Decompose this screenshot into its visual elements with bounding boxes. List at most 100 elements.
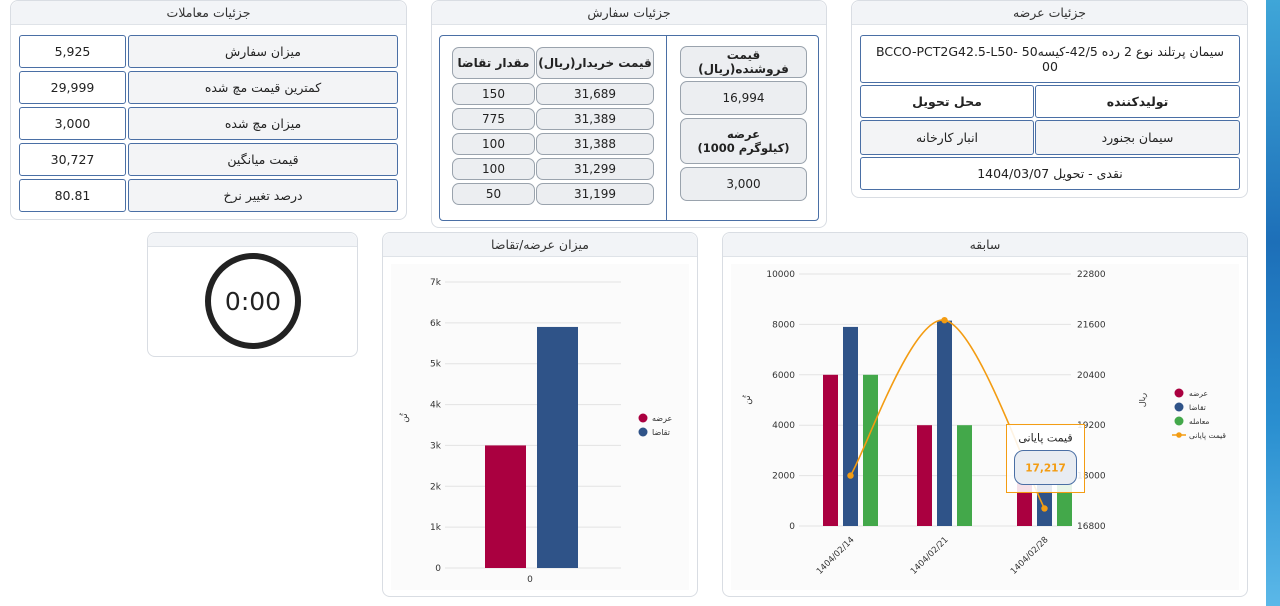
tx-label: قیمت میانگین xyxy=(128,143,398,176)
location-header: محل تحویل xyxy=(860,85,1034,118)
order-qty: 775 xyxy=(452,108,535,130)
legend-label: عرضه xyxy=(652,414,672,423)
left-tick-label: 4000 xyxy=(772,421,795,431)
timer-value: 0:00 xyxy=(224,286,282,316)
timer-card: 0:00 xyxy=(147,232,358,357)
legend-marker xyxy=(1174,402,1184,412)
order-price: 31,689 xyxy=(536,83,654,105)
order-price: 31,388 xyxy=(536,133,654,155)
order-qty: 100 xyxy=(452,158,535,180)
order-price: 31,199 xyxy=(536,183,654,205)
sell-price-value: 16,994 xyxy=(680,81,807,115)
producer-header: تولیدکننده xyxy=(1035,85,1240,118)
bar-trade xyxy=(863,374,878,526)
right-tick-label: 22800 xyxy=(1077,270,1106,280)
y-tick-label: 5k xyxy=(430,360,442,370)
bar-demand xyxy=(537,326,578,568)
transactions-title: جزئیات معاملات xyxy=(11,1,406,25)
sell-price-header: قیمت فروشنده(ریال) xyxy=(680,46,807,78)
bar-supply xyxy=(485,445,526,568)
order-price: 31,389 xyxy=(536,108,654,130)
tx-value: 5,925 xyxy=(19,35,126,68)
y-tick-label: 1k xyxy=(430,523,442,533)
legend-marker xyxy=(1174,416,1184,426)
left-tick-label: 10000 xyxy=(766,270,795,280)
history-chart: 0 2000 4000 6000 8000 10000 16800 18000 19200 204… xyxy=(731,264,1239,590)
product-name: سیمان پرتلند نوع 2 رده 42/5-کیسه50 -BCCO… xyxy=(860,35,1240,83)
legend-marker xyxy=(1176,432,1182,438)
tooltip-value-box xyxy=(1014,449,1077,485)
bar-trade xyxy=(957,425,972,526)
y-tick-label: 0 xyxy=(435,564,441,574)
right-axis-label: ریال xyxy=(1138,393,1147,407)
right-tick-label: 18000 xyxy=(1077,472,1106,482)
right-tick-label: 21600 xyxy=(1077,320,1106,330)
y-tick-label: 6k xyxy=(430,319,442,329)
order-qty: 50 xyxy=(452,183,535,205)
transactions-card: جزئیات معاملات 5,925 میزان سفارش 29,999 کمت… xyxy=(10,0,407,220)
bar-supply xyxy=(823,374,838,526)
tx-label: کمترین قیمت مچ شده xyxy=(128,71,398,104)
location-value: انبار کارخانه xyxy=(860,120,1034,155)
supply-header: عرضه (1000 کیلوگرم) xyxy=(680,118,807,164)
right-tick-label: 20400 xyxy=(1077,371,1106,381)
demand-qty-header: مقدار تقاضا xyxy=(452,47,535,79)
timer-ring: 0:00 xyxy=(205,253,301,349)
order-qty: 100 xyxy=(452,133,535,155)
producer-value: سیمان بجنورد xyxy=(1035,120,1240,155)
y-tick-label: 2k xyxy=(430,482,442,492)
order-frame xyxy=(439,35,819,221)
y-tick-label: 7k xyxy=(430,278,442,288)
legend-label: عرضه xyxy=(1189,389,1208,398)
left-tick-label: 8000 xyxy=(772,320,795,330)
legend-marker xyxy=(1174,388,1184,398)
tx-value: 80.81 xyxy=(19,179,126,212)
tx-label: میزان سفارش xyxy=(128,35,398,68)
tx-value: 30,727 xyxy=(19,143,126,176)
legend-label: قیمت پایانی xyxy=(1189,431,1226,440)
order-divider xyxy=(666,36,667,220)
tx-label: میزان مچ شده xyxy=(128,107,398,140)
tx-value: 29,999 xyxy=(19,71,126,104)
right-tick-label: 19200 xyxy=(1077,421,1106,431)
legend-label: تقاضا xyxy=(652,428,670,437)
history-card: سابقه 0 2000 4000 6000 8000 10000 16800 18000 19… xyxy=(722,232,1248,597)
legend-marker xyxy=(638,413,648,423)
price-point xyxy=(1041,505,1048,512)
window-edge xyxy=(1266,0,1280,606)
bar-supply xyxy=(917,425,932,526)
bar-demand xyxy=(937,320,952,526)
tx-value: 3,000 xyxy=(19,107,126,140)
left-axis-label: تُن xyxy=(743,395,753,405)
left-tick-label: 6000 xyxy=(772,371,795,381)
tooltip-value: 17,217 xyxy=(1025,462,1066,474)
tooltip-title: قیمت پایانی xyxy=(1018,431,1072,444)
price-point xyxy=(941,317,948,324)
y-axis-label: تُن xyxy=(400,413,410,423)
y-tick-label: 4k xyxy=(430,401,442,411)
supply-demand-chart: 0 1k 2k 3k 4k 5k 6k 7k تُن 0 عرضه تقاضا xyxy=(391,264,689,590)
legend-label: معامله xyxy=(1189,417,1209,426)
buy-price-header: قیمت خریدار(ریال) xyxy=(536,47,654,79)
delivery-info: نقدی - تحویل 1404/03/07 xyxy=(860,157,1240,190)
left-tick-label: 2000 xyxy=(772,472,795,482)
offer-card: جزئیات عرضه سیمان پرتلند نوع 2 رده 42/5-… xyxy=(851,0,1248,198)
plot-background xyxy=(731,264,1239,590)
supply-value: 3,000 xyxy=(680,167,807,201)
x-tick-label: 0 xyxy=(527,575,533,585)
order-title: جزئیات سفارش xyxy=(432,1,826,25)
right-tick-label: 16800 xyxy=(1077,522,1106,532)
price-point xyxy=(847,472,854,479)
offer-title: جزئیات عرضه xyxy=(852,1,1247,25)
order-card: جزئیات سفارش مقدار تقاضا قیمت خریدار(ریا… xyxy=(431,0,827,228)
legend-label: تقاضا xyxy=(1189,403,1206,412)
order-price: 31,299 xyxy=(536,158,654,180)
left-tick-label: 0 xyxy=(789,522,795,532)
supply-demand-title: میزان عرضه/تقاضا xyxy=(383,233,697,257)
order-qty: 150 xyxy=(452,83,535,105)
legend-marker xyxy=(638,427,648,437)
y-tick-label: 3k xyxy=(430,441,442,451)
tx-label: درصد تغییر نرخ xyxy=(128,179,398,212)
history-title: سابقه xyxy=(723,233,1247,257)
supply-demand-card: میزان عرضه/تقاضا 0 1k 2k 3k 4k 5k 6k 7k تُن 0 عرضه… xyxy=(382,232,698,597)
